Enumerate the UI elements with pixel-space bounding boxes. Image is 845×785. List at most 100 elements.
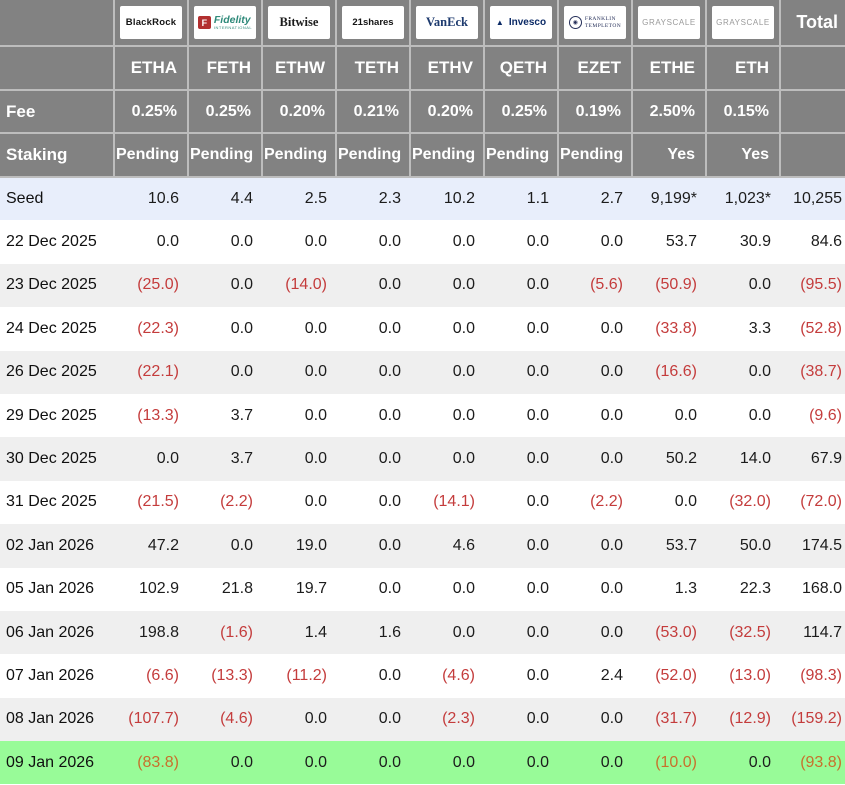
staking-total-empty-cell [780,133,845,178]
flow-cell: 22.3 [706,567,780,611]
fee-row: Fee 0.25% 0.25% 0.20% 0.21% 0.20% 0.25% … [0,90,845,134]
flow-cell: (21.5) [114,480,188,525]
row-label: 09 Jan 2026 [0,741,114,785]
grayscale-mini-logo: GRAYSCALE [712,6,774,39]
provider-cell-grayscale-eth: GRAYSCALE [706,0,781,47]
fee-value: 0.15% [706,90,781,134]
table-row: 29 Dec 2025 (13.3) 3.7 0.0 0.0 0.0 0.0 0.0 0.0 0.… [0,393,845,438]
row-label: 30 Dec 2025 [0,437,114,481]
bitwise-logo: Bitwise [268,6,330,39]
fidelity-logo-text: Fidelity [213,13,251,26]
21shares-logo-text: 21shares [352,17,394,28]
total-cell: (38.7) [780,350,845,394]
flow-cell: 2.5 [262,177,336,221]
ticker-ethv: ETHV [410,46,485,91]
flow-cell: (32.0) [706,480,780,525]
flow-cell: (1.6) [188,610,262,655]
row-label: 22 Dec 2025 [0,220,114,264]
flow-cell: (22.1) [114,350,188,394]
row-label: Seed [0,177,114,221]
ticker-total-empty-cell [780,46,845,91]
flow-cell: 0.0 [558,393,632,438]
flow-cell: (2.3) [410,697,484,742]
blackrock-logo-text: BlackRock [125,17,177,28]
flow-cell: 0.0 [336,524,410,568]
ticker-qeth: QETH [484,46,559,91]
row-label: 05 Jan 2026 [0,567,114,611]
table-row: 30 Dec 2025 0.0 3.7 0.0 0.0 0.0 0.0 0.0 50.2 14.0… [0,437,845,481]
flow-cell: 0.0 [336,350,410,394]
row-label: 31 Dec 2025 [0,480,114,525]
grayscale-logo: GRAYSCALE [638,6,700,39]
total-cell: (93.8) [780,741,845,785]
provider-cell-21shares: 21shares [336,0,411,47]
flow-cell: 4.4 [188,177,262,221]
fee-value: 0.20% [262,90,337,134]
flow-cell: 0.0 [262,307,336,351]
flow-cell: 3.3 [706,307,780,351]
flow-table-body: Seed 10.6 4.4 2.5 2.3 10.2 1.1 2.7 9,199* 1,023* 1… [0,177,845,785]
flow-cell: 0.0 [484,524,558,568]
flow-cell: (22.3) [114,307,188,351]
flow-cell: 1.4 [262,610,336,655]
flow-cell: (2.2) [188,480,262,525]
flow-cell: 53.7 [632,220,706,264]
flow-cell: 21.8 [188,567,262,611]
flow-cell: 0.0 [410,741,484,785]
row-label: 07 Jan 2026 [0,654,114,698]
flow-cell: 0.0 [558,524,632,568]
flow-cell: 0.0 [706,263,780,308]
flow-cell: 0.0 [484,741,558,785]
flow-cell: 0.0 [484,567,558,611]
table-row: 07 Jan 2026 (6.6) (13.3) (11.2) 0.0 (4.6) 0.0 2… [0,654,845,698]
table-row: 06 Jan 2026 198.8 (1.6) 1.4 1.6 0.0 0.0 0.0 (53.… [0,610,845,655]
provider-cell-franklin: ◉ FRANKLIN TEMPLETON [558,0,633,47]
flow-cell: 19.7 [262,567,336,611]
fee-value: 0.25% [484,90,559,134]
ticker-ethe: ETHE [632,46,707,91]
flow-cell: 1.6 [336,610,410,655]
flow-cell: 9,199* [632,177,706,221]
fee-row-label: Fee [0,90,115,134]
flow-cell: 0.0 [558,220,632,264]
flow-cell: 3.7 [188,393,262,438]
provider-cell-invesco: ▲ Invesco [484,0,559,47]
flow-cell: (5.6) [558,263,632,308]
flow-cell: 50.2 [632,437,706,481]
total-cell: 114.7 [780,610,845,655]
row-label: 08 Jan 2026 [0,697,114,742]
flow-cell: (12.9) [706,697,780,742]
flow-cell: (6.6) [114,654,188,698]
flow-cell: 0.0 [336,437,410,481]
flow-cell: 0.0 [484,654,558,698]
flow-cell: (4.6) [410,654,484,698]
flow-cell: 0.0 [336,220,410,264]
flow-cell: 0.0 [558,697,632,742]
table-row: 31 Dec 2025 (21.5) (2.2) 0.0 0.0 (14.1) 0.0 (2.… [0,480,845,525]
flow-cell: (13.0) [706,654,780,698]
fee-value: 2.50% [632,90,707,134]
flow-cell: (13.3) [188,654,262,698]
flow-cell: 0.0 [706,393,780,438]
flow-cell: 0.0 [262,741,336,785]
table-row: 22 Dec 2025 0.0 0.0 0.0 0.0 0.0 0.0 0.0 53.7 30.9… [0,220,845,264]
flow-cell: 0.0 [484,437,558,481]
grayscale-mini-logo-text: GRAYSCALE [716,18,770,27]
table-row: 02 Jan 2026 47.2 0.0 19.0 0.0 4.6 0.0 0.0 53.7 50… [0,524,845,568]
flow-cell: (32.5) [706,610,780,655]
flow-cell: 0.0 [410,610,484,655]
row-label: 29 Dec 2025 [0,393,114,438]
vaneck-logo-text: VanEck [426,15,468,29]
flow-cell: (14.0) [262,263,336,308]
ticker-row-label-cell [0,46,115,91]
flow-cell: 0.0 [484,307,558,351]
staking-value: Pending [262,133,337,178]
invesco-logo-text: Invesco [508,17,547,28]
flow-cell: 0.0 [188,220,262,264]
flow-cell: 0.0 [262,393,336,438]
flow-cell: 10.2 [410,177,484,221]
invesco-logo: ▲ Invesco [490,6,552,39]
flow-cell: 198.8 [114,610,188,655]
invesco-mountain-icon: ▲ [495,18,504,27]
